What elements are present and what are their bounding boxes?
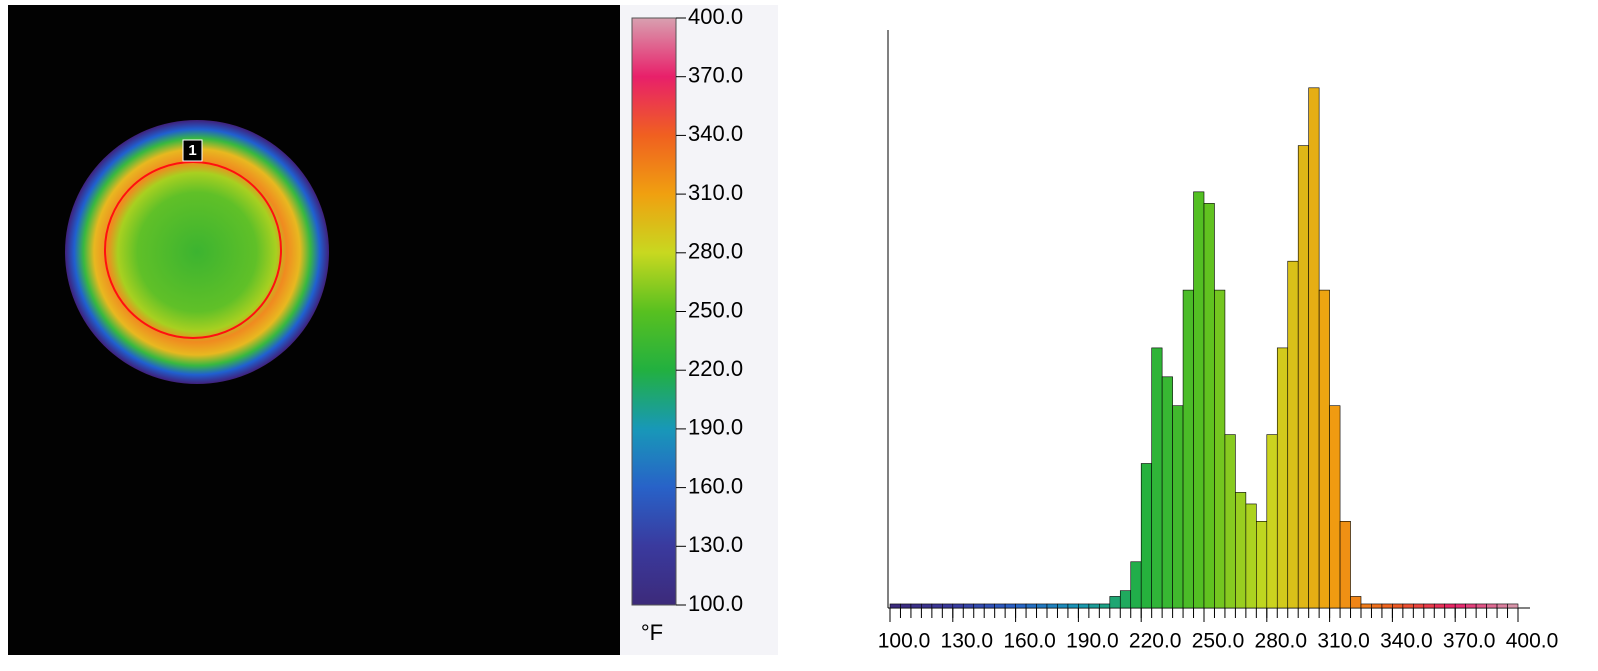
histogram-bar bbox=[1194, 192, 1204, 608]
histogram-bar bbox=[1183, 290, 1193, 608]
histogram-bar bbox=[995, 604, 1005, 608]
histogram-bar bbox=[1256, 521, 1266, 608]
histogram-bar bbox=[1110, 596, 1120, 608]
scale-tick-label: 160.0 bbox=[688, 473, 743, 498]
histogram-bar bbox=[1392, 604, 1402, 608]
histogram-bar bbox=[984, 604, 994, 608]
histogram-bar bbox=[1047, 604, 1057, 608]
scale-tick-label: 190.0 bbox=[688, 415, 743, 440]
x-tick-label: 340.0 bbox=[1380, 630, 1433, 653]
roi-label: 1 bbox=[188, 142, 196, 159]
color-bar bbox=[632, 18, 676, 605]
histogram-bar bbox=[963, 604, 973, 608]
histogram-bar bbox=[900, 604, 910, 608]
histogram-bar bbox=[1309, 88, 1319, 608]
unit-label: °F bbox=[641, 620, 663, 645]
page: 1 °F 100.0 130.0 160.0 190.0 220.0 250.0 280.0… bbox=[0, 0, 1598, 671]
x-tick-label: 310.0 bbox=[1317, 630, 1370, 653]
histogram-bar bbox=[1037, 604, 1047, 608]
x-tick-label: 280.0 bbox=[1255, 630, 1308, 653]
histogram-bar bbox=[1162, 377, 1172, 608]
histogram-bar bbox=[1016, 604, 1026, 608]
histogram-bar bbox=[1434, 604, 1444, 608]
x-tick-label: 220.0 bbox=[1129, 630, 1182, 653]
histogram-bar bbox=[1089, 604, 1099, 608]
x-tick-label: 250.0 bbox=[1192, 630, 1245, 653]
histogram-bar bbox=[1131, 562, 1141, 608]
scale-tick-label: 370.0 bbox=[688, 63, 743, 88]
histogram-bar bbox=[1424, 604, 1434, 608]
histogram-bar bbox=[1508, 604, 1518, 608]
histogram-bar bbox=[1120, 591, 1130, 608]
histogram-bar bbox=[953, 604, 963, 608]
histogram-bar bbox=[1330, 406, 1340, 608]
scale-tick-label: 100.0 bbox=[688, 591, 743, 616]
histogram-bar bbox=[1078, 604, 1088, 608]
histogram-bar bbox=[1204, 203, 1214, 608]
histogram-bar bbox=[1173, 406, 1183, 608]
histogram-bar bbox=[1026, 604, 1036, 608]
histogram-bar bbox=[1340, 521, 1350, 608]
histogram-bar bbox=[1214, 290, 1224, 608]
x-tick-label: 130.0 bbox=[941, 630, 994, 653]
x-tick-label: 190.0 bbox=[1066, 630, 1119, 653]
histogram-bar bbox=[1298, 146, 1308, 608]
histogram-bar bbox=[1225, 435, 1235, 608]
histogram-bar bbox=[921, 604, 931, 608]
histogram-bar bbox=[1497, 604, 1507, 608]
scale-tick-label: 250.0 bbox=[688, 297, 743, 322]
histogram-bar bbox=[890, 604, 900, 608]
histogram-bar bbox=[1246, 504, 1256, 608]
histogram-bar bbox=[1005, 604, 1015, 608]
histogram-bar bbox=[1466, 604, 1476, 608]
scale-tick-label: 400.0 bbox=[688, 4, 743, 29]
x-tick-label: 400.0 bbox=[1506, 630, 1559, 653]
x-tick-label: 370.0 bbox=[1443, 630, 1496, 653]
scale-tick-label: 310.0 bbox=[688, 180, 743, 205]
histogram-bar bbox=[1319, 290, 1329, 608]
histogram-bar bbox=[1361, 604, 1371, 608]
histogram-bar bbox=[1141, 464, 1151, 609]
x-tick-label: 100.0 bbox=[878, 630, 931, 653]
histogram-bar bbox=[1445, 604, 1455, 608]
histogram-bar bbox=[1351, 596, 1361, 608]
x-tick-label: 160.0 bbox=[1003, 630, 1056, 653]
histogram-bar bbox=[1382, 604, 1392, 608]
histogram-bar bbox=[1403, 604, 1413, 608]
histogram-bar bbox=[1371, 604, 1381, 608]
histogram-bar bbox=[1057, 604, 1067, 608]
scale-tick-label: 220.0 bbox=[688, 356, 743, 381]
histogram-bar bbox=[1413, 604, 1423, 608]
histogram-bar bbox=[942, 604, 952, 608]
histogram-bar bbox=[1288, 261, 1298, 608]
histogram-bar bbox=[1152, 348, 1162, 608]
scale-tick-label: 130.0 bbox=[688, 532, 743, 557]
scale-tick-label: 340.0 bbox=[688, 121, 743, 146]
histogram-bar bbox=[1099, 604, 1109, 608]
scale-tick-label: 280.0 bbox=[688, 239, 743, 264]
histogram-bar bbox=[974, 604, 984, 608]
histogram-bar bbox=[1487, 604, 1497, 608]
histogram-bar bbox=[1277, 348, 1287, 608]
histogram-bar bbox=[911, 604, 921, 608]
histogram-bar bbox=[932, 604, 942, 608]
screen: 1 °F 100.0 130.0 160.0 190.0 220.0 250.0 280.0… bbox=[0, 0, 1598, 671]
histogram-bar bbox=[1068, 604, 1078, 608]
histogram-bar bbox=[1476, 604, 1486, 608]
histogram-bar bbox=[1455, 604, 1465, 608]
histogram-bar bbox=[1267, 435, 1277, 608]
histogram-bar bbox=[1235, 492, 1245, 608]
